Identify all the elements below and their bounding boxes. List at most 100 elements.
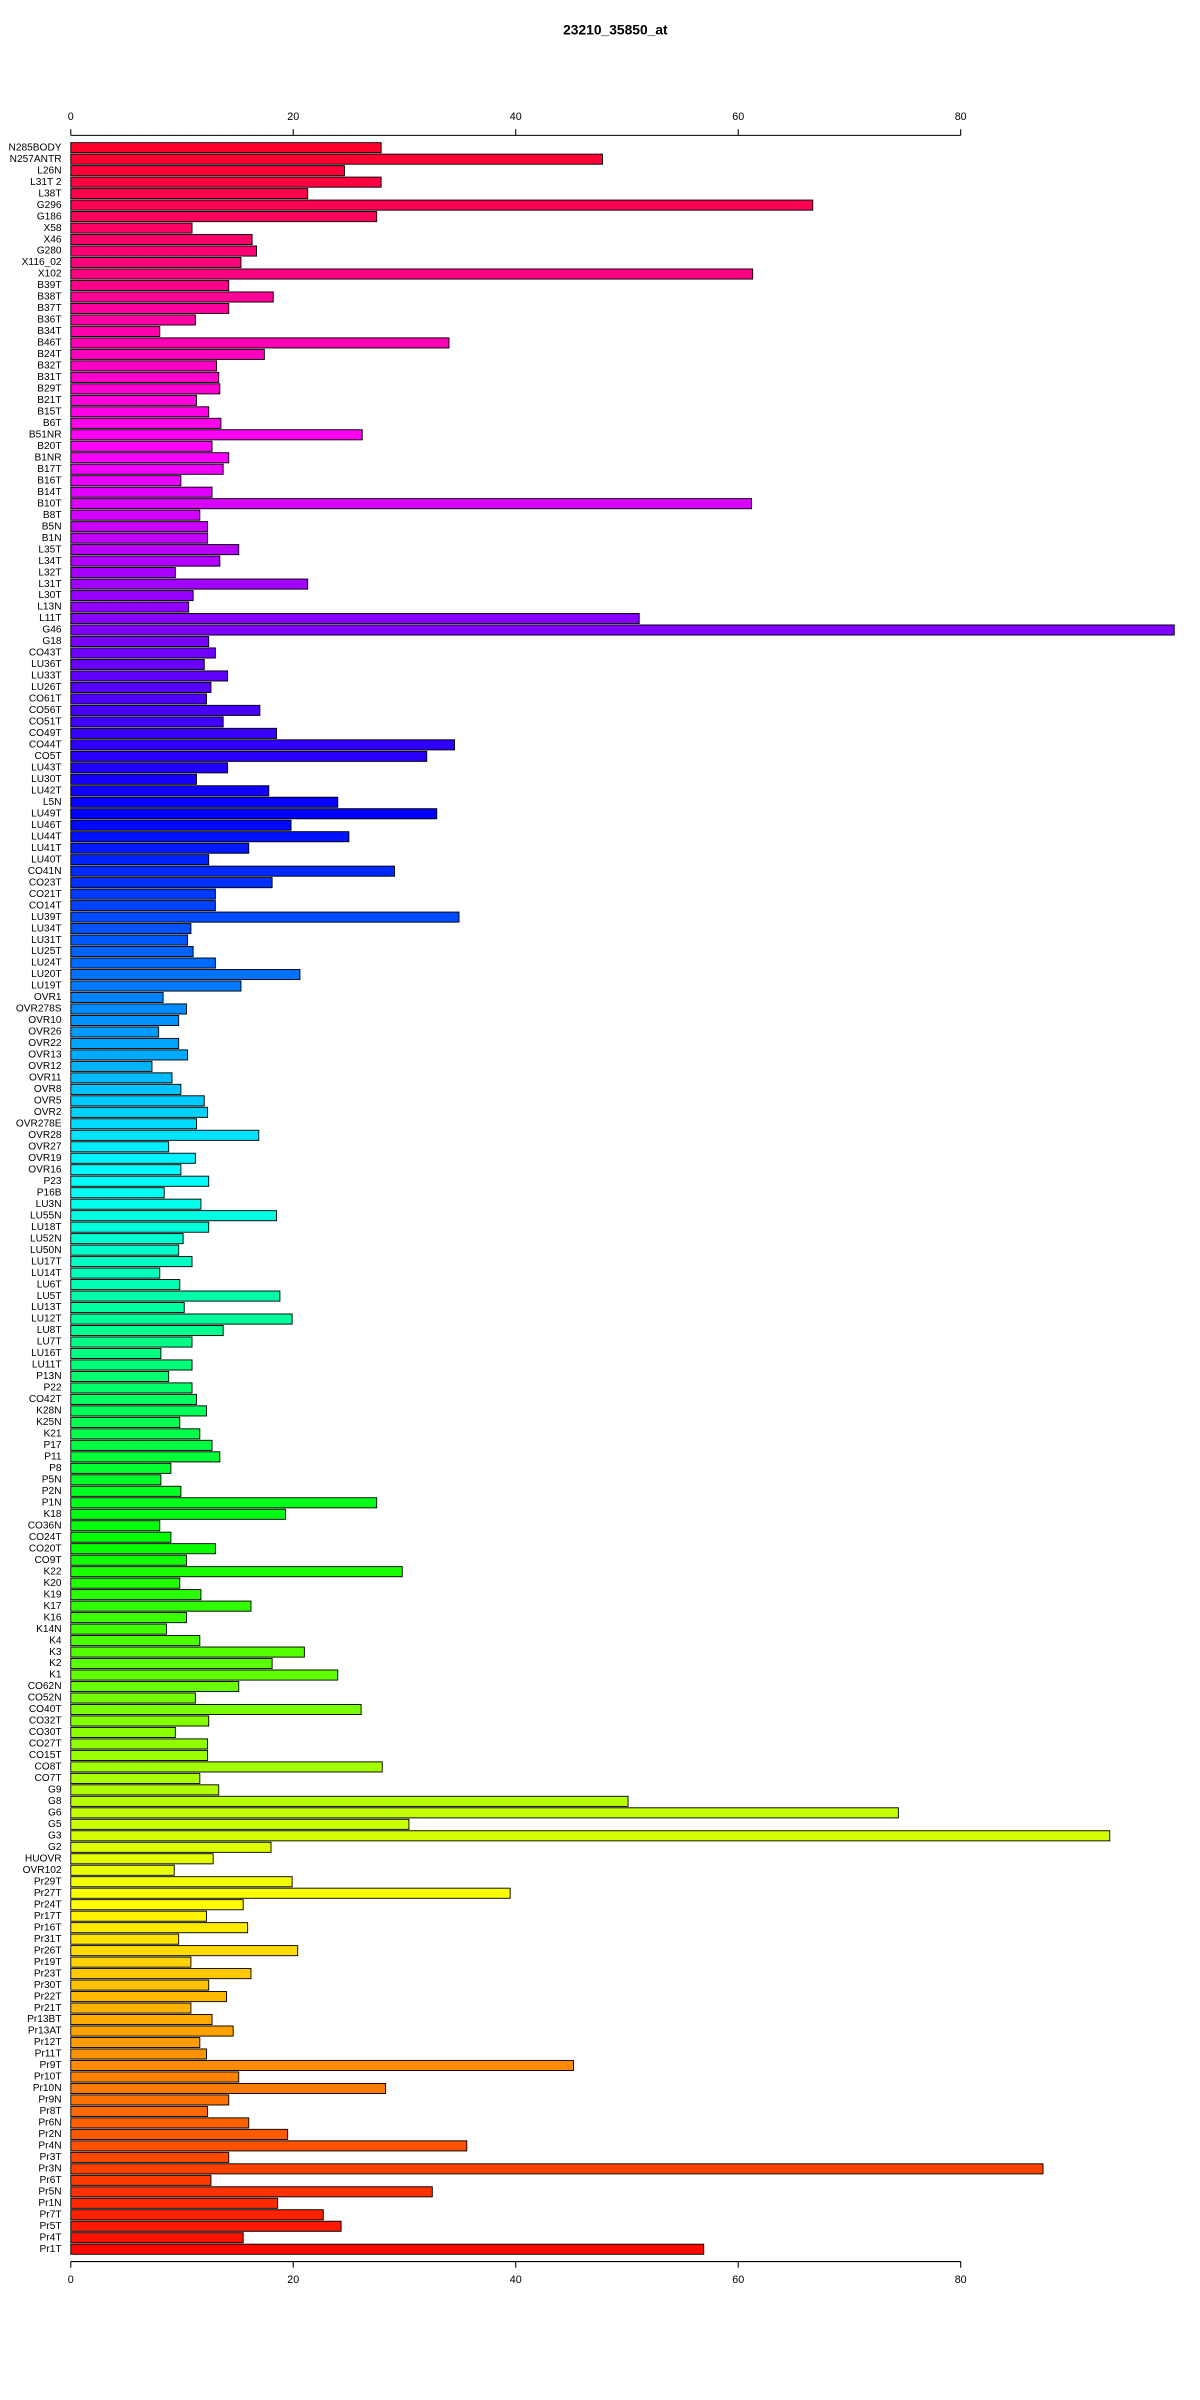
y-tick-label: B5N (42, 521, 62, 532)
bar (70, 1772, 201, 1784)
x-tick-label: 20 (287, 2274, 299, 2286)
y-tick-label: LU11T (32, 1360, 62, 1371)
bar (70, 1508, 286, 1520)
y-tick-label: B46T (37, 338, 61, 349)
y-tick-label: OVR11 (29, 1073, 62, 1084)
y-tick-label: B36T (37, 315, 61, 326)
y-tick-label: OVR8 (34, 1084, 62, 1095)
bar (70, 142, 382, 154)
bar (70, 1726, 176, 1738)
bar (70, 1416, 181, 1428)
y-tick-label: CO30T (29, 1727, 62, 1738)
bar (70, 314, 196, 326)
y-tick-label: K21 (43, 1429, 61, 1440)
bar (70, 234, 253, 246)
bar (70, 647, 216, 659)
y-tick-label: L31T (38, 579, 61, 590)
y-tick-label: K22 (43, 1566, 61, 1577)
y-tick-label: LU17T (31, 1256, 61, 1267)
bar (70, 854, 210, 866)
bar (70, 635, 210, 648)
bar (70, 624, 1175, 636)
bar (70, 1439, 213, 1451)
bar (70, 1198, 202, 1210)
y-tick-label: B10T (37, 498, 61, 509)
bar (70, 1681, 240, 1693)
y-tick-label: LU40T (31, 854, 61, 865)
bar (70, 2209, 324, 2221)
y-tick-label: B34T (37, 326, 61, 337)
y-tick-label: B32T (37, 361, 61, 372)
y-tick-label: G296 (37, 200, 62, 211)
y-tick-label: K4 (49, 1635, 62, 1646)
bar (70, 2105, 209, 2117)
bar (70, 1428, 201, 1440)
bar (70, 969, 301, 981)
bar (70, 2151, 230, 2163)
y-tick-label: LU16T (31, 1348, 61, 1359)
bar (70, 1325, 224, 1337)
y-tick-label: Pr24T (34, 1899, 62, 1910)
bar (70, 1405, 207, 1417)
y-tick-label: OVR5 (34, 1096, 62, 1107)
bar (70, 693, 207, 705)
y-tick-label: K19 (43, 1589, 61, 1600)
bar (70, 279, 230, 292)
bar (70, 2094, 230, 2106)
bar (70, 1979, 210, 1991)
bar (70, 1393, 197, 1405)
y-tick-label: K1 (49, 1670, 62, 1681)
bar (70, 739, 456, 751)
bar (70, 1347, 162, 1360)
bar (70, 1164, 182, 1176)
y-tick-label: LU33T (31, 671, 61, 682)
y-tick-label: L5N (43, 797, 62, 808)
y-tick-label: B1NR (34, 452, 61, 463)
y-tick-label: CO43T (29, 648, 62, 659)
y-tick-label: B51NR (29, 429, 62, 440)
bar (70, 1060, 153, 1072)
bar (70, 819, 292, 831)
x-tick-label: 80 (955, 2274, 967, 2286)
bar (70, 2082, 387, 2094)
y-tick-label: P5N (42, 1475, 62, 1486)
bar (70, 2220, 342, 2232)
bar (70, 2243, 705, 2255)
bar (70, 1279, 181, 1291)
y-tick-label: OVR278S (16, 1004, 62, 1015)
bar (70, 1474, 162, 1486)
bar (70, 302, 230, 314)
y-tick-label: Pr19T (34, 1957, 62, 1968)
y-tick-label: LU44T (31, 831, 61, 842)
bar (70, 1853, 214, 1865)
bar (70, 1462, 172, 1474)
y-tick-label: L34T (38, 556, 61, 567)
y-tick-label: P11 (44, 1452, 62, 1463)
y-tick-label: LU55N (30, 1210, 62, 1221)
bar (70, 1658, 273, 1670)
y-tick-label: Pr5T (40, 2221, 62, 2232)
y-tick-label: P1N (42, 1497, 62, 1508)
y-tick-label: LU49T (31, 808, 61, 819)
bar (70, 268, 754, 280)
y-tick-label: K20 (43, 1578, 61, 1589)
y-tick-label: L38T (38, 188, 61, 199)
y-tick-label: B39T (37, 280, 61, 291)
y-tick-label: B15T (37, 407, 61, 418)
bar (70, 1612, 187, 1624)
y-tick-label: L32T (38, 567, 61, 578)
y-tick-label: Pr9T (40, 2060, 62, 2071)
bar (70, 1703, 362, 1716)
bar (70, 1566, 403, 1578)
y-tick-label: Pr10N (33, 2083, 62, 2094)
y-tick-label: B38T (37, 292, 61, 303)
bar (70, 2059, 575, 2072)
y-tick-label: X102 (38, 269, 62, 280)
bar (70, 417, 222, 429)
bar (70, 532, 209, 544)
y-tick-label: Pr4T (40, 2232, 62, 2243)
bar (70, 291, 274, 303)
y-tick-label: Pr27T (34, 1888, 62, 1899)
y-tick-label: Pr21T (34, 2003, 62, 2014)
bar (70, 923, 192, 935)
